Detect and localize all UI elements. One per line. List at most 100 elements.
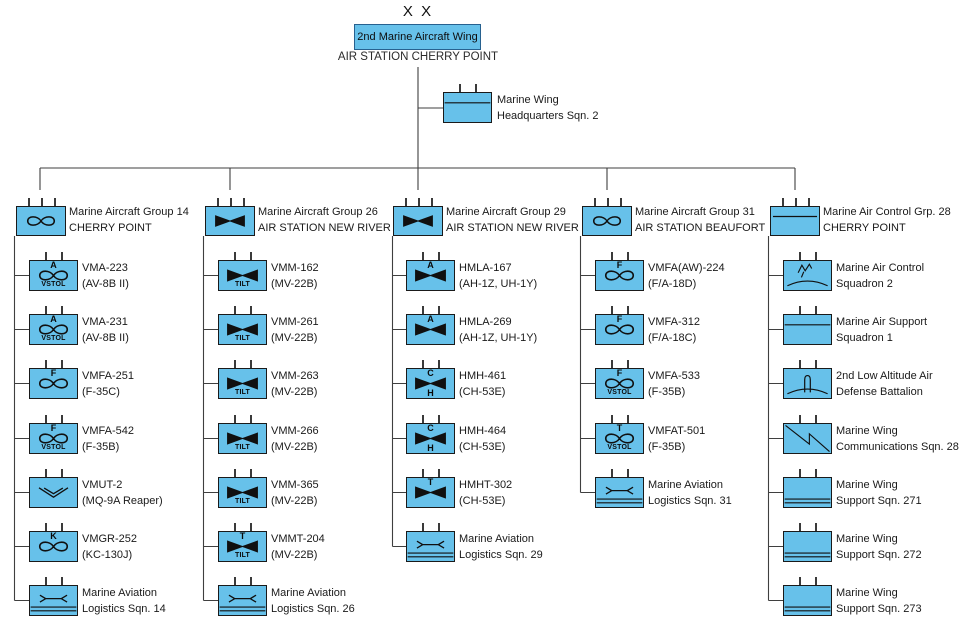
unit-box-mwcs-28 bbox=[783, 415, 832, 454]
unit-name: HMH-461 bbox=[459, 370, 507, 382]
unit-box-vmfat-501: T VSTOL bbox=[595, 415, 644, 454]
unit-type-letter: T bbox=[616, 423, 623, 433]
unit-box-2nd-laad bbox=[783, 360, 832, 399]
unit-name: Marine Aviation bbox=[82, 587, 158, 599]
unit-type-letter: K bbox=[50, 531, 57, 541]
unit-name: VMFA(AW)-224 bbox=[648, 262, 725, 274]
unit-label: VMFA-312 (F/A-18C) bbox=[648, 315, 700, 346]
unit-box-hmla-269: A bbox=[406, 306, 455, 345]
air-control-icon bbox=[784, 261, 831, 290]
unit-box-vmfa-533: F VSTOL bbox=[595, 360, 644, 399]
unit-name: HMH-464 bbox=[459, 425, 507, 437]
unit-type-letter: F bbox=[616, 314, 623, 324]
unit-type-letter: T bbox=[239, 531, 246, 541]
unit-detail: (AH-1Z, UH-1Y) bbox=[459, 331, 538, 344]
unit-box-mwss-271 bbox=[783, 469, 832, 508]
unit-label: Marine Wing Support Sqn. 273 bbox=[836, 586, 922, 617]
unit-type-letter: F bbox=[50, 423, 57, 433]
unit-name: HMLA-167 bbox=[459, 262, 512, 274]
unit-name: Marine Wing bbox=[836, 479, 898, 491]
unit-tilt-label: TILT bbox=[234, 444, 251, 451]
unit-name: Marine Aviation bbox=[459, 533, 535, 545]
unit-name: Marine Wing bbox=[497, 94, 559, 106]
group-box-mag-26 bbox=[205, 198, 255, 236]
group-station: AIR STATION NEW RIVER bbox=[446, 221, 579, 234]
unit-box-vmfa-251: F bbox=[29, 360, 78, 399]
unit-type-letter: C bbox=[427, 423, 434, 433]
unit-heavy-letter: H bbox=[427, 388, 434, 398]
unit-detail: Squadron 1 bbox=[836, 331, 893, 344]
unit-detail: Communications Sqn. 28 bbox=[836, 440, 959, 453]
unit-label: Marine Aviation Logistics Sqn. 14 bbox=[82, 586, 166, 617]
unit-label: Marine Aviation Logistics Sqn. 26 bbox=[271, 586, 355, 617]
unit-box-macs-2 bbox=[783, 252, 832, 291]
unit-name: VMM-266 bbox=[271, 425, 319, 437]
unit-box-mwss-273 bbox=[783, 577, 832, 616]
unit-name: Marine Aviation bbox=[648, 479, 724, 491]
group-label-mag-29: Marine Aircraft Group 29 AIR STATION NEW … bbox=[446, 205, 579, 236]
unit-label: VMM-261 (MV-22B) bbox=[271, 315, 319, 346]
air-defense-icon bbox=[784, 369, 831, 398]
unit-label: VMGR-252 (KC-130J) bbox=[82, 532, 137, 563]
group-box-mag-14 bbox=[16, 198, 66, 236]
unit-label: Marine Air Control Squadron 2 bbox=[836, 261, 924, 292]
unit-box-vmm-263: TILT bbox=[218, 360, 267, 399]
unit-vstol-label: VSTOL bbox=[41, 281, 66, 288]
group-name: Marine Aircraft Group 31 bbox=[635, 206, 755, 218]
wing-title-box: 2nd Marine Aircraft Wing bbox=[354, 24, 481, 50]
unit-label: VMA-223 (AV-8B II) bbox=[82, 261, 129, 292]
group-station: AIR STATION BEAUFORT bbox=[635, 221, 766, 234]
unit-detail: Squadron 2 bbox=[836, 277, 893, 290]
unit-detail: Defense Battalion bbox=[836, 385, 923, 398]
unit-type-letter: F bbox=[616, 260, 623, 270]
unit-name: HMHT-302 bbox=[459, 479, 513, 491]
group-name: Marine Air Control Grp. 28 bbox=[823, 206, 951, 218]
support-band-icon bbox=[784, 478, 831, 507]
unit-box-mals-31 bbox=[595, 469, 644, 508]
unit-label: Marine Aviation Logistics Sqn. 31 bbox=[648, 478, 732, 509]
unit-box-vmfa-aw-224: F bbox=[595, 252, 644, 291]
unit-label: VMM-263 (MV-22B) bbox=[271, 369, 319, 400]
unit-detail: Headquarters Sqn. 2 bbox=[497, 109, 599, 122]
group-station: CHERRY POINT bbox=[69, 221, 152, 234]
aviation-logistics-icon bbox=[219, 586, 266, 615]
unit-type-letter: F bbox=[50, 368, 57, 378]
group-box-mag-31 bbox=[582, 198, 632, 236]
unit-detail: (AV-8B II) bbox=[82, 277, 129, 290]
unit-box-mwhs-2 bbox=[443, 84, 492, 123]
unit-box-hmht-302: T bbox=[406, 469, 455, 508]
group-box-macg-28 bbox=[770, 198, 820, 236]
wing-title: 2nd Marine Aircraft Wing bbox=[357, 31, 478, 43]
unit-detail: (F/A-18C) bbox=[648, 331, 697, 344]
unit-detail: (MV-22B) bbox=[271, 548, 318, 561]
unit-name: Marine Wing bbox=[836, 587, 898, 599]
unit-box-vmfa-312: F bbox=[595, 306, 644, 345]
unit-label: HMLA-269 (AH-1Z, UH-1Y) bbox=[459, 315, 537, 346]
headquarters-band-icon bbox=[784, 315, 831, 344]
unit-name: VMGR-252 bbox=[82, 533, 138, 545]
aviation-logistics-icon bbox=[30, 586, 77, 615]
unit-box-mals-26 bbox=[218, 577, 267, 616]
unit-box-mwss-272 bbox=[783, 523, 832, 562]
unit-label: VMFA-533 (F-35B) bbox=[648, 369, 700, 400]
unit-detail: (AV-8B II) bbox=[82, 331, 129, 344]
unit-label: HMH-464 (CH-53E) bbox=[459, 424, 506, 455]
group-name: Marine Aircraft Group 26 bbox=[258, 206, 378, 218]
unit-label: VMFAT-501 (F-35B) bbox=[648, 424, 705, 455]
unit-label: 2nd Low Altitude Air Defense Battalion bbox=[836, 369, 933, 400]
unit-tilt-label: TILT bbox=[234, 335, 251, 342]
headquarters-band-icon bbox=[444, 93, 491, 122]
unit-box-vmmt-204: T TILT bbox=[218, 523, 267, 562]
unit-tilt-label: TILT bbox=[234, 552, 251, 559]
group-name: Marine Aircraft Group 14 bbox=[69, 206, 189, 218]
unit-detail: (F-35C) bbox=[82, 385, 120, 398]
unit-label: VMFA(AW)-224 (F/A-18D) bbox=[648, 261, 725, 292]
unit-box-hmla-167: A bbox=[406, 252, 455, 291]
group-label-mag-14: Marine Aircraft Group 14 CHERRY POINT bbox=[69, 205, 189, 236]
group-label-macg-28: Marine Air Control Grp. 28 CHERRY POINT bbox=[823, 205, 951, 236]
unit-box-vmut-2 bbox=[29, 469, 78, 508]
unit-label: HMHT-302 (CH-53E) bbox=[459, 478, 512, 509]
unit-detail: (F/A-18D) bbox=[648, 277, 697, 290]
